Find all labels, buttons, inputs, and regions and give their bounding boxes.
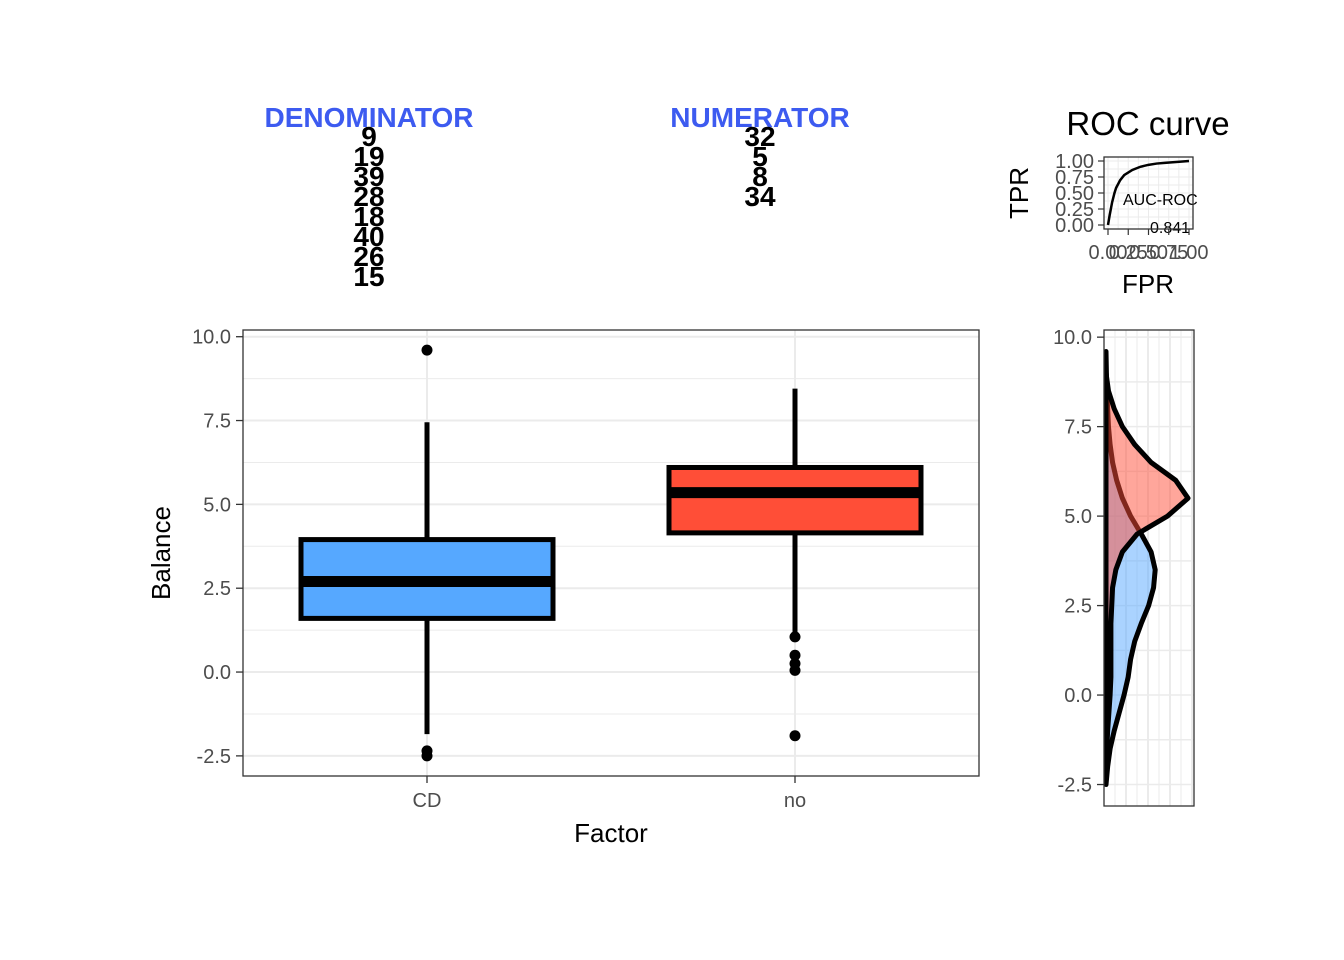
- density-panel: -2.5 0.0 2.5 5.0 7.5 10.0: [1053, 327, 1195, 807]
- outlier-point: [789, 664, 801, 676]
- density-border: [1103, 329, 1195, 807]
- numerator-value: 5: [752, 141, 768, 172]
- denominator-value: 28: [353, 181, 384, 212]
- y-tick-label: 0.0: [203, 662, 231, 684]
- outlier-point: [789, 631, 801, 643]
- outlier-point: [789, 649, 801, 661]
- boxplot-x-axis-title: Factor: [574, 818, 648, 848]
- y-tick-label: 0.75: [1055, 167, 1094, 189]
- y-tick-label: 2.5: [203, 578, 231, 600]
- y-tick-label: 1.00: [1055, 151, 1094, 173]
- x-tick-label: CD: [413, 790, 442, 812]
- boxplot-y-axis-title: Balance: [146, 506, 176, 600]
- x-tick-label: 0.50: [1129, 242, 1168, 264]
- density-y-ticks: -2.5 0.0 2.5 5.0 7.5 10.0: [1053, 327, 1104, 797]
- y-tick-label: 0.25: [1055, 199, 1094, 221]
- roc-auc-label: AUC-ROC: [1123, 192, 1198, 209]
- x-tick-label: 1.00: [1170, 242, 1209, 264]
- y-tick-label: 0.0: [1064, 685, 1092, 707]
- numerator-value: 34: [744, 181, 776, 212]
- x-tick-label: no: [784, 790, 806, 812]
- roc-grid: [1104, 157, 1193, 229]
- roc-x-ticks: 0.000.250.500.751.00: [1089, 229, 1209, 264]
- x-tick-label: 0.25: [1109, 242, 1148, 264]
- density-area-1: [1103, 370, 1191, 770]
- numerator-value: 32: [744, 121, 775, 152]
- denominator-value: 18: [353, 201, 384, 232]
- y-tick-label: -2.5: [197, 746, 231, 768]
- numerator-value: 8: [752, 161, 768, 192]
- denominator-value: 26: [353, 241, 384, 272]
- numerator-header: NUMERATOR: [670, 102, 849, 133]
- y-tick-label: 10.0: [1053, 327, 1092, 349]
- denominator-value: 9: [361, 121, 377, 152]
- denominator-value: 39: [353, 161, 384, 192]
- y-tick-label: 0.00: [1055, 215, 1094, 237]
- y-tick-label: 2.5: [1064, 596, 1092, 618]
- denominator-value: 40: [353, 221, 384, 252]
- roc-y-axis-title: TPR: [1004, 167, 1034, 219]
- roc-x-axis-title: FPR: [1122, 269, 1174, 299]
- denominator-value: 19: [353, 141, 384, 172]
- density-areas: [1103, 348, 1191, 788]
- outlier-point: [421, 750, 433, 762]
- boxplot-border: [242, 329, 980, 777]
- roc-curve: [1106, 159, 1190, 226]
- x-tick-label: 0.75: [1149, 242, 1188, 264]
- denominator-value: 15: [353, 261, 384, 292]
- y-tick-label: -2.5: [1058, 775, 1092, 797]
- denominator-header: DENOMINATOR: [265, 102, 474, 133]
- boxplot-panel: -2.5 0.0 2.5 5.0 7.5 10.0 CD no Factor Balance: [146, 327, 980, 848]
- roc-y-ticks: 0.000.250.500.751.00: [1055, 151, 1104, 237]
- boxplot-x-ticks: CD no: [413, 776, 806, 812]
- box-no: [666, 464, 924, 536]
- x-tick-label: 0.00: [1089, 242, 1128, 264]
- y-tick-label: 7.5: [1064, 417, 1092, 439]
- outlier-point: [421, 344, 433, 356]
- y-tick-label: 5.0: [203, 494, 231, 516]
- y-tick-label: 0.50: [1055, 183, 1094, 205]
- y-tick-label: 10.0: [192, 327, 231, 349]
- boxplot-boxes: [298, 344, 924, 762]
- y-tick-label: 5.0: [1064, 506, 1092, 528]
- y-tick-label: 7.5: [203, 411, 231, 433]
- roc-title: ROC curve: [1066, 105, 1229, 142]
- roc-panel: ROC curve AUC-ROC 0.841 0.000.250.500.75…: [1004, 105, 1230, 299]
- outlier-point: [789, 730, 801, 742]
- boxplot-y-ticks: -2.5 0.0 2.5 5.0 7.5 10.0: [192, 327, 243, 768]
